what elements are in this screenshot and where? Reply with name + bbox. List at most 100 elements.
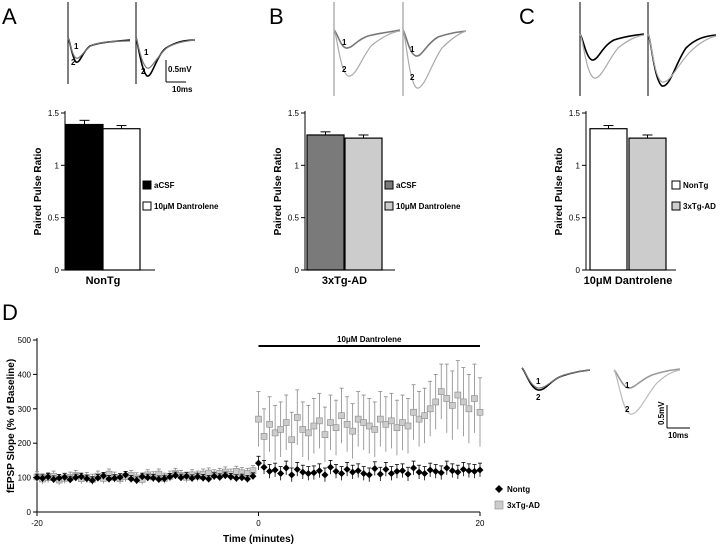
- nontg-data-point: [177, 474, 185, 482]
- nontg-data-point: [476, 466, 484, 474]
- trace-inset-a: 1 2 1 2 0.5mV 10ms: [67, 2, 196, 94]
- panel-d-legend-swatch-2: [494, 500, 504, 510]
- panel-d-y-tick-label: 500: [18, 336, 32, 345]
- trace-c1-black: [579, 33, 645, 61]
- nontg-data-point: [61, 473, 69, 481]
- panel-c-bar-2: [628, 137, 667, 271]
- 3xtg-ad-data-point: [310, 422, 318, 430]
- panel-d-y-tick-label: 0: [27, 508, 32, 517]
- panel-d-legend-label-2: 3xTg-AD: [507, 501, 540, 510]
- panel-b-y-tick-label: 1.5: [288, 109, 300, 118]
- nontg-data-point: [50, 475, 58, 483]
- nontg-data-point: [382, 465, 390, 473]
- trace-a1-gray: [67, 37, 131, 59]
- 3xtg-ad-data-point: [460, 398, 467, 406]
- nontg-data-point: [299, 468, 307, 476]
- trace-b2-label-2: 2: [410, 73, 415, 82]
- panel-letter-d: D: [2, 300, 18, 325]
- nontg-data-point: [144, 474, 152, 482]
- nontg-data-point: [83, 475, 91, 483]
- nontg-data-point: [321, 471, 329, 479]
- nontg-data-point: [432, 467, 440, 475]
- scale-voltage-label-a: 0.5mV: [168, 65, 192, 74]
- nontg-data-point: [415, 468, 423, 476]
- panel-a-bar-1: [65, 123, 104, 271]
- panel-d-y-tick-label: 200: [18, 439, 32, 448]
- nontg-data-point: [266, 467, 274, 475]
- trace-d2-label-2: 2: [625, 405, 630, 414]
- 3xtg-ad-data-point: [454, 391, 462, 399]
- nontg-data-point: [354, 467, 362, 475]
- panel-a-y-tick-label: 1: [55, 161, 60, 170]
- 3xtg-ad-data-point: [393, 424, 401, 432]
- trace-a2-gray: [135, 37, 196, 69]
- panel-c-y-tick-label: 1: [576, 161, 581, 170]
- panel-a-y-tick-label: 0: [55, 266, 60, 275]
- nontg-data-point: [72, 474, 80, 482]
- nontg-data-point: [437, 469, 445, 477]
- panel-b-y-tick-label: 0.5: [288, 214, 300, 223]
- panel-letter-a: A: [2, 4, 17, 29]
- nontg-data-point: [77, 473, 85, 481]
- 3xtg-ad-data-point: [404, 422, 412, 430]
- panel-b-bar-2: [344, 137, 383, 271]
- nontg-data-point: [216, 473, 224, 481]
- 3xtg-ad-data-point: [399, 419, 406, 426]
- 3xtg-ad-data-point: [233, 468, 240, 475]
- panel-b-y-tick-label: 0: [295, 266, 300, 275]
- 3xtg-ad-data-point: [305, 429, 312, 437]
- 3xtg-ad-data-point: [266, 420, 273, 428]
- panel-d-legend-swatch-1: [495, 485, 503, 493]
- 3xtg-ad-data-point: [410, 408, 417, 416]
- trace-a2-label-1: 1: [144, 48, 149, 57]
- nontg-data-point: [393, 467, 401, 475]
- nontg-data-point: [205, 475, 213, 483]
- trace-a2-black: [135, 37, 196, 77]
- nontg-data-point: [360, 469, 368, 477]
- nontg-data-point: [338, 469, 346, 477]
- trace-b1-dark: [333, 29, 401, 49]
- 3xtg-ad-data-point: [365, 422, 373, 430]
- nontg-data-point: [39, 474, 47, 482]
- nontg-data-point: [459, 465, 467, 473]
- panel-b-legend-swatch-1: [384, 180, 394, 190]
- nontg-data-point: [260, 463, 268, 471]
- panel-b-y-tick-label: 1: [295, 161, 300, 170]
- trace-b1-label-2: 2: [342, 65, 347, 74]
- nontg-data-point: [398, 467, 406, 475]
- 3xtg-ad-data-point: [338, 412, 345, 419]
- panel-c-y-tick-label: 0: [576, 266, 581, 275]
- nontg-data-point: [282, 464, 290, 472]
- nontg-data-point: [310, 469, 318, 477]
- panel-c-y-axis-title: Paired Pulse Ratio: [554, 148, 565, 236]
- nontg-data-point: [454, 468, 462, 476]
- trace-inset-d: 1 2 1 2 0.5mV 10ms: [521, 367, 690, 440]
- 3xtg-ad-data-point: [377, 415, 384, 423]
- nontg-data-point: [111, 474, 119, 482]
- panel-d-x-tick-label: 20: [476, 519, 485, 528]
- 3xtg-ad-data-point: [426, 405, 434, 413]
- nontg-data-point: [232, 474, 240, 482]
- nontg-data-point: [138, 473, 146, 481]
- nontg-data-point: [149, 474, 157, 482]
- nontg-data-point: [210, 472, 218, 480]
- trace-inset-c: [579, 2, 717, 96]
- trace-a2-label-2: 2: [141, 67, 146, 76]
- nontg-data-point: [66, 476, 74, 484]
- panel-d-x-tick-label: -20: [31, 519, 43, 528]
- panel-a-category-label: NonTg: [86, 275, 121, 287]
- 3xtg-ad-data-point: [255, 415, 262, 423]
- trace-inset-b: 1 2 1 2: [333, 2, 467, 96]
- 3xtg-ad-data-point: [288, 436, 296, 444]
- nontg-data-point: [238, 474, 246, 482]
- trace-b1-label-1: 1: [342, 38, 347, 47]
- panel-d-y-tick-label: 100: [18, 474, 32, 483]
- nontg-data-point: [288, 471, 296, 479]
- nontg-data-point: [33, 474, 41, 482]
- 3xtg-ad-data-point: [299, 426, 307, 433]
- panel-b-bar-1: [306, 134, 345, 271]
- nontg-data-point: [332, 467, 340, 475]
- nontg-data-point: [243, 475, 251, 483]
- nontg-data-point: [465, 467, 473, 475]
- nontg-data-point: [326, 463, 334, 471]
